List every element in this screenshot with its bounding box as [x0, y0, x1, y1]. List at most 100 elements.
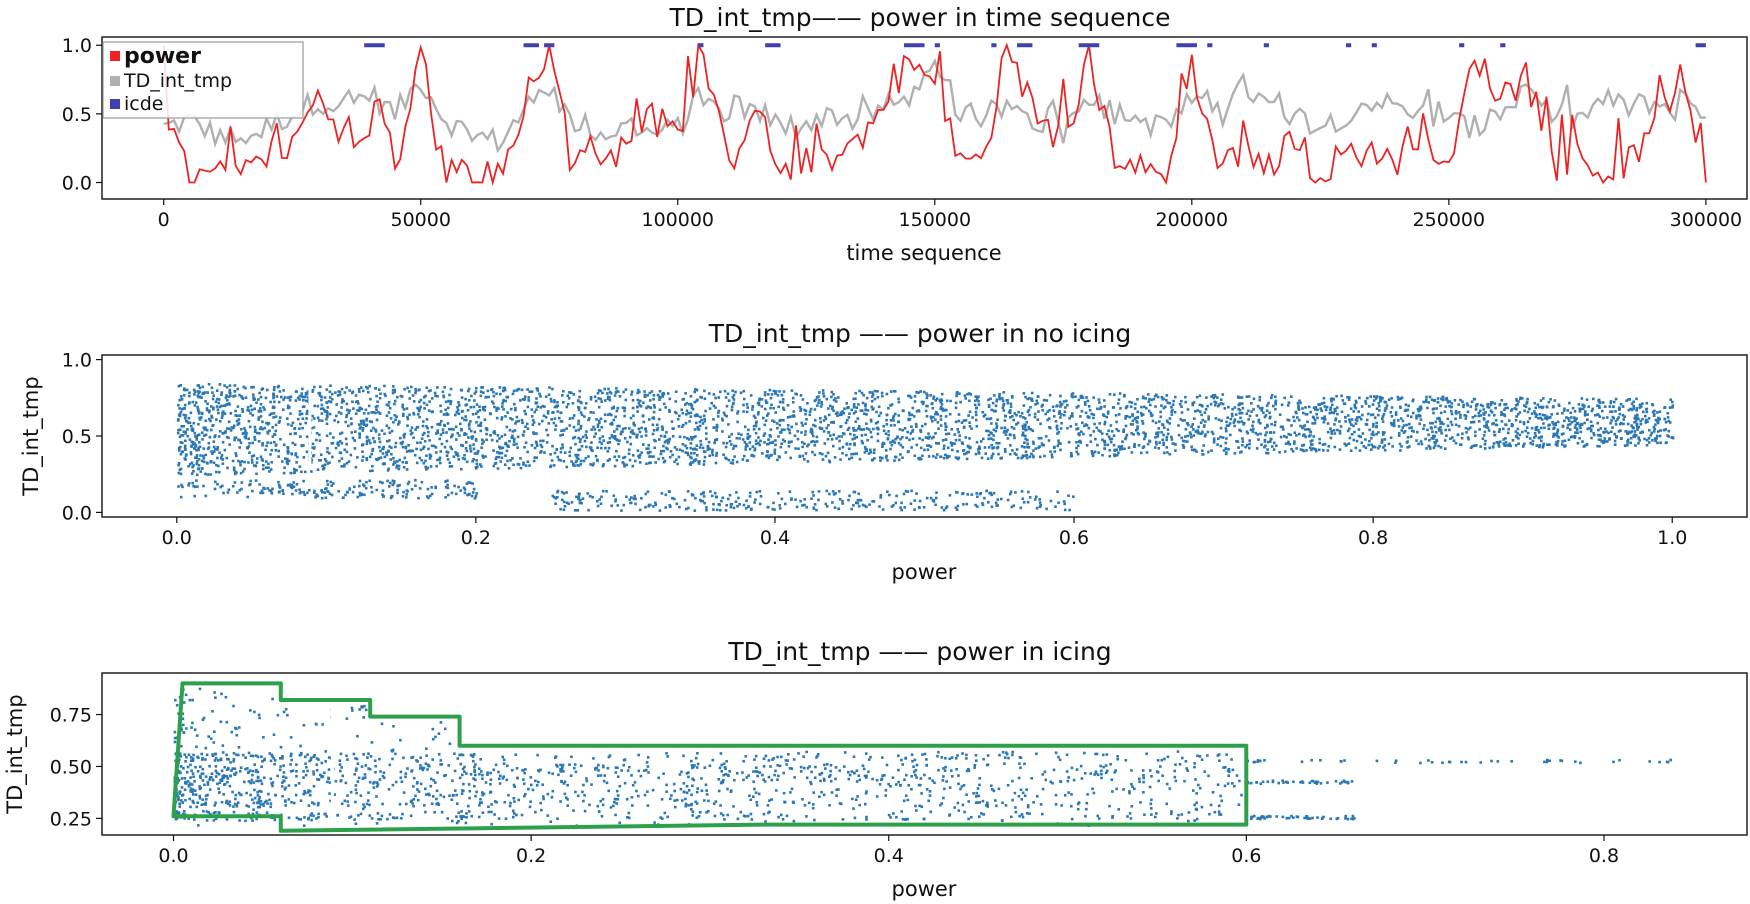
scatter-point	[1203, 411, 1207, 414]
scatter-point	[876, 396, 880, 399]
scatter-point	[585, 436, 588, 439]
scatter-point	[568, 417, 572, 420]
scatter-point	[744, 448, 747, 451]
scatter-point	[1632, 426, 1635, 430]
scatter-point	[395, 415, 398, 418]
scatter-point	[1000, 426, 1003, 430]
scatter-point	[1036, 402, 1039, 405]
scatter-point	[877, 414, 881, 418]
scatter-point	[562, 508, 566, 511]
scatter-point	[224, 430, 227, 433]
scatter-point	[779, 431, 782, 434]
scatter-point	[939, 406, 943, 409]
scatter-point	[291, 421, 295, 425]
scatter-point	[339, 432, 342, 436]
scatter-point	[913, 454, 917, 458]
scatter-point	[234, 452, 237, 455]
scatter-point	[822, 419, 826, 422]
scatter-point	[451, 433, 454, 436]
scatter-point	[204, 400, 207, 403]
scatter-point	[1292, 415, 1295, 419]
scatter-point	[1474, 414, 1477, 418]
scatter-point	[337, 490, 340, 493]
scatter-point	[759, 439, 762, 443]
scatter-point	[801, 441, 804, 444]
scatter-point	[919, 446, 923, 450]
scatter-point	[743, 425, 747, 429]
scatter-point	[703, 455, 707, 459]
scatter-point	[1002, 404, 1005, 407]
scatter-point	[597, 405, 601, 409]
scatter-point	[399, 436, 402, 440]
scatter-point	[1629, 431, 1632, 434]
scatter-point	[1668, 406, 1672, 409]
scatter-point	[965, 452, 968, 455]
scatter-point	[481, 454, 484, 458]
scatter-point	[191, 427, 195, 431]
scatter-point	[387, 426, 391, 430]
scatter-point	[192, 469, 195, 473]
scatter-point	[975, 398, 979, 401]
scatter-point	[1533, 410, 1536, 413]
scatter-point	[1113, 448, 1116, 452]
scatter-point	[643, 390, 646, 393]
scatter-point	[1201, 449, 1204, 453]
scatter-point	[320, 419, 324, 422]
scatter-point	[918, 499, 922, 503]
scatter-point	[690, 436, 693, 439]
scatter-point	[1471, 420, 1475, 424]
scatter-point	[603, 399, 607, 402]
scatter-point	[621, 427, 625, 431]
scatter-point	[894, 501, 898, 505]
scatter-point	[1377, 401, 1380, 405]
scatter-point	[268, 413, 272, 417]
scatter-point	[975, 406, 978, 410]
scatter-point	[956, 450, 959, 453]
legend-td-int-tmp-label: TD_int_tmp	[123, 70, 232, 92]
scatter-point	[736, 412, 739, 415]
scatter-point	[1381, 415, 1385, 418]
scatter-point	[725, 404, 729, 408]
scatter-point	[1487, 413, 1491, 417]
scatter-point	[244, 396, 248, 399]
scatter-point	[365, 417, 369, 421]
scatter-point	[334, 446, 338, 450]
scatter-point	[714, 396, 717, 400]
scatter-point	[1663, 406, 1667, 409]
scatter-point	[697, 462, 701, 465]
scatter-point	[1039, 504, 1042, 507]
scatter-point	[608, 398, 612, 402]
scatter-point	[1301, 426, 1304, 430]
scatter-point	[1430, 437, 1434, 440]
scatter-point	[1152, 397, 1156, 401]
scatter-point	[643, 395, 647, 399]
scatter-point	[1092, 430, 1096, 433]
scatter-point	[1613, 400, 1616, 404]
scatter-point	[1225, 451, 1228, 454]
scatter-point	[393, 388, 396, 392]
scatter-point	[444, 496, 447, 499]
scatter-point	[1117, 445, 1121, 448]
scatter-point	[460, 389, 463, 392]
scatter-point	[627, 452, 631, 456]
scatter-point	[613, 394, 617, 397]
scatter-point	[196, 390, 200, 393]
scatter-point	[954, 420, 958, 424]
scatter-point	[1365, 396, 1369, 400]
scatter-point	[354, 465, 358, 469]
scatter-point	[1439, 411, 1443, 415]
scatter-point	[234, 409, 237, 413]
scatter-point	[830, 407, 834, 411]
scatter-point	[625, 495, 628, 499]
scatter-point	[504, 442, 507, 446]
scatter-point	[1304, 435, 1307, 439]
scatter-point	[1122, 430, 1125, 433]
scatter-point	[1637, 442, 1640, 445]
scatter-point	[1364, 399, 1367, 403]
scatter-point	[781, 401, 785, 404]
scatter-point	[250, 458, 254, 461]
scatter-point	[644, 492, 648, 496]
scatter-point	[432, 444, 436, 448]
scatter-point	[1237, 446, 1240, 449]
scatter-point	[345, 386, 348, 389]
